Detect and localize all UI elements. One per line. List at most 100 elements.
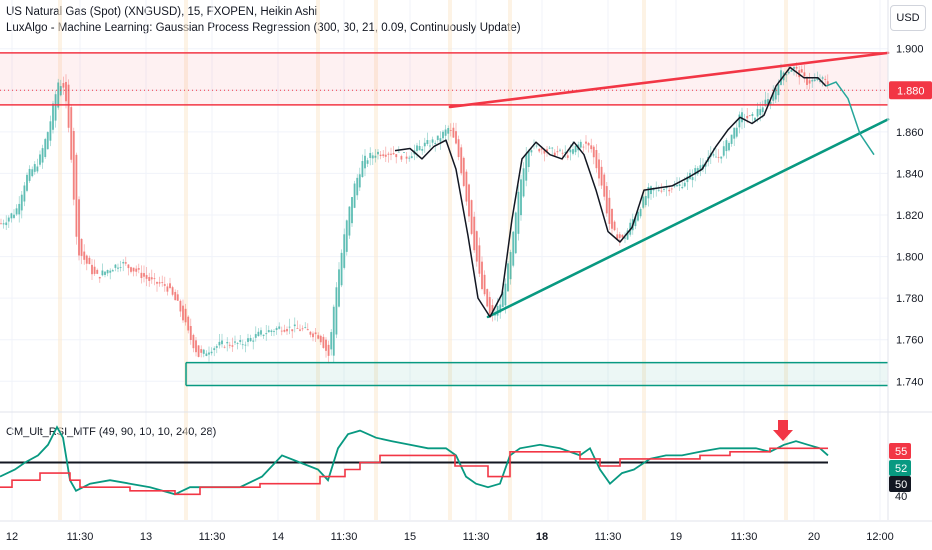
currency-button[interactable]: USD <box>890 5 926 31</box>
candle-body <box>587 142 590 146</box>
candle-body <box>670 188 673 190</box>
session-band <box>58 0 62 520</box>
candle-body <box>512 231 515 266</box>
candle-body <box>522 168 525 197</box>
candle-body <box>585 141 587 144</box>
candle-body <box>455 131 457 144</box>
candle-body <box>478 245 481 274</box>
candle-body <box>293 324 296 327</box>
candle-body <box>46 132 49 150</box>
candle-body <box>421 149 424 151</box>
candle-body <box>205 353 208 356</box>
candle-body <box>769 101 772 105</box>
candle-body <box>808 80 811 84</box>
candle-body <box>624 237 626 239</box>
candle-body <box>382 154 385 157</box>
candle-body <box>299 329 301 331</box>
candle-body <box>150 277 153 280</box>
x-tick-label: 11:30 <box>731 531 758 543</box>
y-tick-label: 1.900 <box>896 44 924 56</box>
candle-body <box>423 142 426 147</box>
candle-body <box>473 216 476 251</box>
candle-body <box>686 176 689 183</box>
candle-body <box>746 115 749 119</box>
candle-body <box>28 168 31 181</box>
candle-body <box>457 139 460 158</box>
candle-body <box>184 308 187 323</box>
candle-body <box>104 271 106 275</box>
forecast-line <box>825 81 875 156</box>
candle-body <box>546 149 548 152</box>
candle-body <box>353 183 356 208</box>
candle-body <box>265 333 268 335</box>
candle-body <box>286 329 288 332</box>
candle-body <box>130 267 132 272</box>
candle-body <box>481 261 483 289</box>
candle-body <box>41 148 44 163</box>
x-tick-label: 19 <box>670 531 682 543</box>
candle-body <box>642 196 645 208</box>
candle-body <box>135 268 138 272</box>
candle-body <box>637 211 639 221</box>
candle-body <box>507 263 509 292</box>
candle-body <box>400 156 403 160</box>
candle-body <box>200 349 203 353</box>
candle-body <box>460 147 463 174</box>
session-band <box>784 0 788 520</box>
candle-body <box>600 166 603 186</box>
candle-body <box>10 213 13 219</box>
candle-body <box>426 140 429 144</box>
candle-body <box>644 195 647 206</box>
candle-body <box>403 152 405 153</box>
candle-body <box>728 143 730 151</box>
candle-body <box>681 186 684 189</box>
candle-body <box>127 264 130 269</box>
candle-body <box>540 148 543 150</box>
candle-body <box>431 139 434 143</box>
y-tick-label: 1.740 <box>896 376 924 388</box>
candle-body <box>668 189 671 192</box>
candle-body <box>332 306 335 356</box>
candle-body <box>556 151 559 153</box>
candle-body <box>559 149 561 151</box>
candle-body <box>821 77 824 79</box>
candle-body <box>106 270 109 274</box>
lower-trendline <box>486 118 890 319</box>
candle-body <box>816 78 819 81</box>
candle-body <box>325 339 327 351</box>
candle-body <box>800 69 803 73</box>
candle-body <box>605 186 608 214</box>
candle-body <box>553 152 556 156</box>
candle-body <box>392 153 395 155</box>
candle-body <box>335 287 338 335</box>
candle-body <box>520 179 522 216</box>
rsi-mtf-line <box>0 447 828 496</box>
candle-body <box>101 270 104 276</box>
candle-body <box>405 156 408 159</box>
candle-body <box>611 208 613 229</box>
candle-body <box>20 194 23 211</box>
candle-body <box>226 342 229 344</box>
rsi-line <box>0 425 829 496</box>
candle-body <box>733 127 736 139</box>
candle-body <box>72 131 75 200</box>
candle-body <box>83 251 86 260</box>
session-band <box>448 0 452 520</box>
candle-body <box>759 109 762 116</box>
candle-body <box>665 187 668 189</box>
candle-body <box>790 69 793 72</box>
candle-body <box>221 340 223 345</box>
candle-body <box>777 84 780 96</box>
candle-body <box>327 344 330 356</box>
candle-body <box>514 212 517 254</box>
candle-body <box>517 191 520 234</box>
candle-body <box>5 222 8 226</box>
candle-body <box>452 127 455 138</box>
candle-body <box>608 197 611 224</box>
candle-body <box>231 345 234 347</box>
candle-body <box>764 99 767 107</box>
candle-body <box>634 216 637 227</box>
candle-body <box>202 349 205 354</box>
